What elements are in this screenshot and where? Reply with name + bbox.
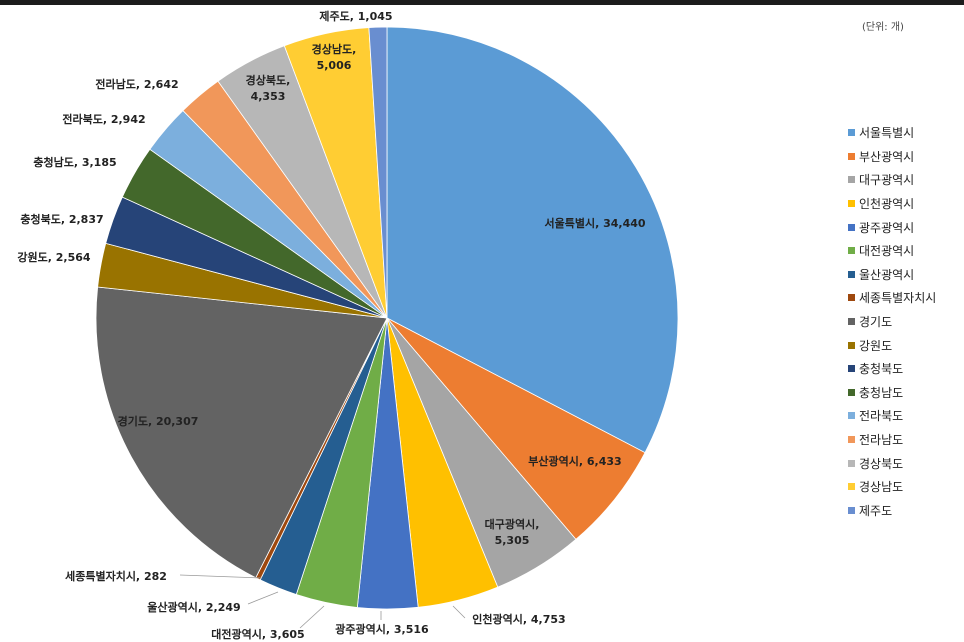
- legend-swatch: [848, 200, 855, 208]
- legend-label: 부산광역시: [859, 149, 915, 164]
- legend-item-인천광역시: 인천광역시: [848, 192, 936, 216]
- legend-swatch: [848, 436, 855, 444]
- legend-swatch: [848, 459, 855, 467]
- legend-item-충청남도: 충청남도: [848, 381, 936, 405]
- leader-line-울산광역시: [247, 591, 279, 605]
- legend-swatch: [848, 483, 855, 491]
- leader-line-인천광역시: [452, 605, 466, 619]
- data-label-충청남도: 충청남도, 3,185: [33, 155, 116, 169]
- legend-item-울산광역시: 울산광역시: [848, 263, 936, 287]
- leader-line-세종특별자치시: [179, 574, 263, 579]
- data-label-대전광역시: 대전광역시, 3,605: [211, 627, 304, 641]
- pie-slice-제주도: [368, 26, 388, 319]
- legend-label: 세종특별자치시: [859, 291, 937, 306]
- legend-label: 충청북도: [859, 362, 904, 377]
- legend-item-경상북도: 경상북도: [848, 451, 936, 475]
- data-label-인천광역시: 인천광역시, 4,753: [472, 612, 565, 626]
- pie-slice-서울특별시: [386, 26, 679, 454]
- legend-swatch: [848, 176, 855, 184]
- legend-item-충청북도: 충청북도: [848, 357, 936, 381]
- legend-swatch: [848, 341, 855, 349]
- legend-label: 경상남도: [859, 480, 904, 495]
- data-label-경상북도: 경상북도, 4,353: [246, 73, 291, 103]
- legend-swatch: [848, 318, 855, 326]
- legend-item-세종특별자치시: 세종특별자치시: [848, 286, 936, 310]
- legend-label: 울산광역시: [859, 267, 915, 282]
- legend-label: 전라북도: [859, 409, 904, 424]
- data-label-충청북도: 충청북도, 2,837: [20, 212, 103, 226]
- data-label-제주도: 제주도, 1,045: [319, 9, 392, 23]
- legend-item-대전광역시: 대전광역시: [848, 239, 936, 263]
- legend-label: 대전광역시: [859, 244, 915, 259]
- legend-swatch: [848, 294, 855, 302]
- data-label-울산광역시: 울산광역시, 2,249: [147, 600, 240, 614]
- data-label-경상남도: 경상남도, 5,006: [312, 42, 357, 72]
- legend-label: 강원도: [859, 338, 893, 353]
- legend-swatch: [848, 223, 855, 231]
- data-label-강원도: 강원도, 2,564: [17, 250, 91, 264]
- legend-label: 광주광역시: [859, 220, 915, 235]
- legend-swatch: [848, 506, 855, 514]
- legend-swatch: [848, 365, 855, 373]
- legend-item-대구광역시: 대구광역시: [848, 168, 936, 192]
- data-label-부산광역시: 부산광역시, 6,433: [528, 454, 621, 468]
- legend-label: 경기도: [859, 315, 893, 330]
- legend-item-전라북도: 전라북도: [848, 404, 936, 428]
- legend-item-부산광역시: 부산광역시: [848, 145, 936, 169]
- legend-label: 서울특별시: [859, 126, 915, 141]
- legend-swatch: [848, 129, 855, 137]
- data-label-경기도: 경기도, 20,307: [118, 414, 199, 428]
- legend-swatch: [848, 247, 855, 255]
- legend-item-전라남도: 전라남도: [848, 428, 936, 452]
- legend-item-광주광역시: 광주광역시: [848, 215, 936, 239]
- unit-label: (단위: 개): [862, 22, 904, 33]
- legend-item-강원도: 강원도: [848, 333, 936, 357]
- legend-label: 경상북도: [859, 456, 904, 471]
- data-label-세종특별자치시: 세종특별자치시, 282: [65, 569, 167, 583]
- data-label-대구광역시: 대구광역시, 5,305: [485, 517, 540, 547]
- legend-item-제주도: 제주도: [848, 499, 936, 523]
- pie-slice-경기도: [95, 286, 388, 579]
- legend-item-경상남도: 경상남도: [848, 475, 936, 499]
- legend-label: 충청남도: [859, 385, 904, 400]
- legend-swatch: [848, 388, 855, 396]
- data-label-전라북도: 전라북도, 2,942: [62, 112, 145, 126]
- legend-swatch: [848, 152, 855, 160]
- leader-line-대전광역시: [299, 605, 325, 629]
- legend-swatch: [848, 270, 855, 278]
- legend-swatch: [848, 412, 855, 420]
- legend-label: 제주도: [859, 503, 893, 518]
- legend-item-서울특별시: 서울특별시: [848, 121, 936, 145]
- data-label-전라남도: 전라남도, 2,642: [95, 77, 178, 91]
- legend-label: 전라남도: [859, 433, 904, 448]
- legend-label: 인천광역시: [859, 197, 915, 212]
- title-bar: [0, 0, 964, 5]
- data-label-광주광역시: 광주광역시, 3,516: [335, 622, 429, 636]
- legend-label: 대구광역시: [859, 173, 915, 188]
- legend-item-경기도: 경기도: [848, 310, 936, 334]
- data-label-서울특별시: 서울특별시, 34,440: [544, 216, 645, 230]
